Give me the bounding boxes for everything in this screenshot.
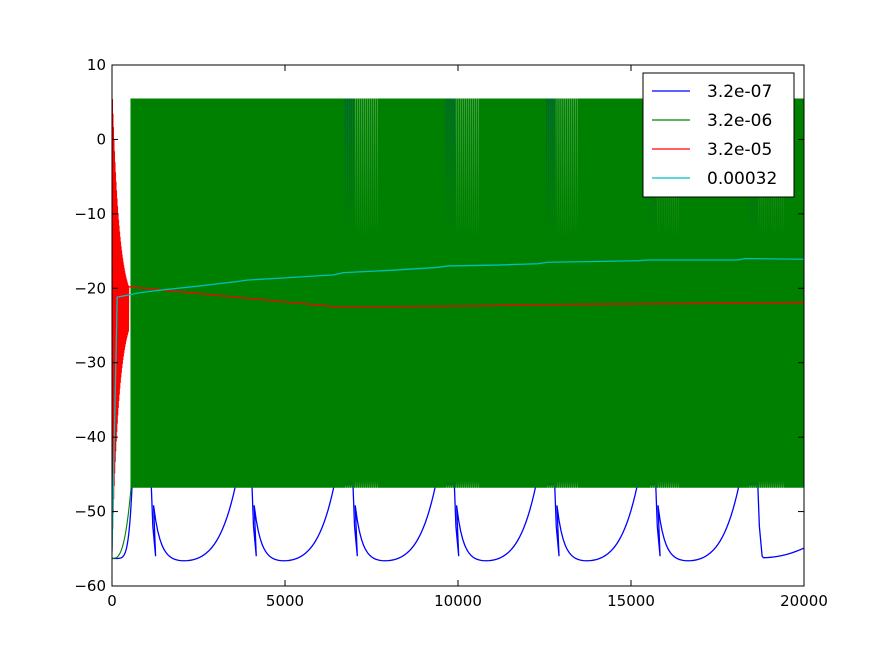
y-tick-label: −50	[74, 503, 106, 521]
legend: 3.2e-07 3.2e-06 3.2e-05 0.00032	[642, 72, 795, 198]
axis-ticks: 0 5000 10000 15000 20000 10 0 −10 −20 −30 −40 −50 −6…	[74, 56, 828, 610]
x-tick-label: 20000	[780, 592, 828, 610]
x-tick-label: 15000	[607, 592, 655, 610]
x-tick-label: 10000	[434, 592, 482, 610]
series-layer	[112, 98, 804, 562]
y-tick-label: 0	[96, 130, 106, 148]
y-tick-label: −60	[74, 577, 106, 595]
x-tick-label: 5000	[266, 592, 304, 610]
legend-label: 3.2e-05	[707, 140, 772, 160]
series-line-0.00032	[112, 257, 804, 553]
legend-label: 3.2e-07	[707, 82, 772, 102]
y-tick-label: −20	[74, 279, 106, 297]
series-line-3.2e-06	[112, 98, 804, 560]
x-tick-label: 0	[107, 592, 117, 610]
y-tick-label: −30	[74, 354, 106, 372]
legend-label: 0.00032	[707, 169, 777, 189]
y-tick-label: 10	[87, 56, 106, 74]
y-tick-label: −40	[74, 428, 106, 446]
legend-label: 3.2e-06	[707, 111, 772, 131]
legend-box	[642, 72, 795, 198]
y-tick-label: −10	[74, 205, 106, 223]
